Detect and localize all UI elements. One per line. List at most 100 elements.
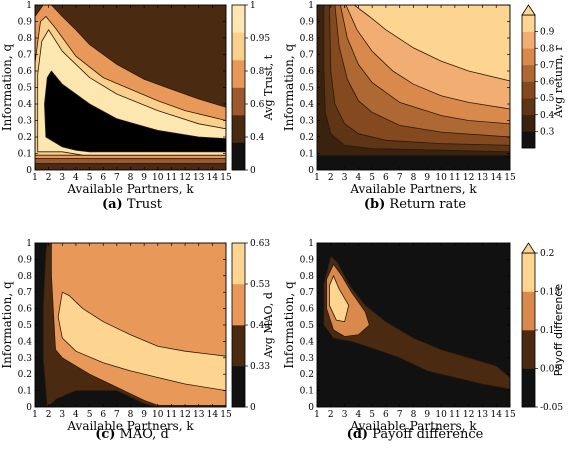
colorbar: 0.3 0.4 0.5 0.6 0.7 0.8 0.9 Avg return, r xyxy=(521,4,565,149)
colorbar-tick-label: 0.1 xyxy=(540,326,554,336)
x-tick-label: 7 xyxy=(114,410,120,420)
x-tick-label: 8 xyxy=(411,410,417,420)
x-tick-label: 6 xyxy=(100,410,106,420)
x-tick-label: 6 xyxy=(100,173,106,183)
x-tick-label: 11 xyxy=(166,410,177,420)
colorbar-tick-label: 0.15 xyxy=(540,288,560,298)
x-tick-label: 4 xyxy=(73,410,79,420)
colorbar-band xyxy=(232,325,245,367)
panel-caption: (c) MAO, d xyxy=(95,427,169,442)
y-tick-label: 0.3 xyxy=(18,354,33,364)
x-tick-label: 15 xyxy=(504,410,516,420)
x-tick-label: 7 xyxy=(114,173,120,183)
colorbar-band xyxy=(232,32,245,61)
x-tick-label: 15 xyxy=(220,173,232,183)
contour-band-7 xyxy=(353,5,510,82)
y-tick-label: 1 xyxy=(308,1,314,11)
contour-region xyxy=(35,243,226,407)
x-axis-label: Available Partners, k xyxy=(349,182,477,196)
colorbar-tick-label: 0.8 xyxy=(250,67,265,77)
panel-caption: (a) Trust xyxy=(102,197,162,212)
x-tick-label: 4 xyxy=(355,410,361,420)
x-tick-label: 12 xyxy=(463,410,474,420)
y-tick-label: 1 xyxy=(26,239,32,249)
colorbar-tick-label: 0.95 xyxy=(250,34,270,44)
y-tick-label: 0.4 xyxy=(18,337,33,347)
colorbar-tick-label: 0.05 xyxy=(540,365,560,375)
colorbar-tick-label: 0.53 xyxy=(250,280,270,290)
contour-region xyxy=(317,243,510,407)
y-tick-label: 1 xyxy=(26,1,32,11)
colorbar-label: Avg MAO, d xyxy=(262,292,275,359)
x-tick-label: 13 xyxy=(477,173,489,183)
panel-caption: (d) Payoff difference xyxy=(347,427,484,442)
colorbar-tick-label: 0.2 xyxy=(540,249,554,259)
caption-text: Payoff difference xyxy=(368,427,484,442)
x-tick-label: 14 xyxy=(207,410,219,420)
x-tick-label: 1 xyxy=(32,410,38,420)
y-tick-label: 0.7 xyxy=(18,288,33,298)
colorbar-extend-arrow xyxy=(521,242,536,254)
x-tick-label: 7 xyxy=(397,173,403,183)
y-tick-label: 0 xyxy=(308,166,314,176)
x-tick-label: 14 xyxy=(490,173,502,183)
x-tick-label: 3 xyxy=(342,410,348,420)
y-tick-label: 0.4 xyxy=(18,100,33,110)
colorbar-band xyxy=(522,368,535,408)
colorbar-band xyxy=(232,87,245,116)
y-tick-label: 0.2 xyxy=(300,370,314,380)
x-tick-label: 8 xyxy=(128,173,134,183)
x-tick-label: 13 xyxy=(477,410,489,420)
x-tick-label: 2 xyxy=(46,410,52,420)
panel-2: 1 2 3 4 5 6 7 8 9 10 11 12 13 14 1500.10.20.30.40.50.6… xyxy=(282,1,565,196)
colorbar-tick-label: 0.63 xyxy=(250,239,270,249)
x-tick-label: 11 xyxy=(449,173,460,183)
y-tick-label: 0.5 xyxy=(18,321,33,331)
x-tick-label: 11 xyxy=(449,410,460,420)
x-tick-label: 5 xyxy=(369,173,375,183)
y-tick-label: 0.7 xyxy=(18,51,33,61)
x-tick-label: 9 xyxy=(424,173,430,183)
caption-letter: (b) xyxy=(363,197,386,212)
colorbar-band xyxy=(522,98,535,116)
colorbar-band xyxy=(232,5,245,33)
y-tick-label: 0.9 xyxy=(18,18,33,28)
colorbar-band xyxy=(232,284,245,326)
x-tick-label: 10 xyxy=(152,410,164,420)
y-tick-label: 0.4 xyxy=(300,337,315,347)
contour-region xyxy=(317,5,510,170)
y-tick-label: 0.7 xyxy=(300,288,315,298)
colorbar-tick-label: 0.4 xyxy=(250,133,265,143)
panel-caption: (b) Return rate xyxy=(364,197,466,212)
y-tick-label: 0.7 xyxy=(300,51,315,61)
y-tick-label: 0.9 xyxy=(18,255,33,265)
y-tick-label: 0 xyxy=(26,166,32,176)
y-axis-label: Information, q xyxy=(0,281,14,369)
y-tick-label: 0.2 xyxy=(18,133,32,143)
colorbar-band xyxy=(232,60,245,88)
x-tick-label: 2 xyxy=(46,173,52,183)
x-tick-label: 14 xyxy=(207,173,219,183)
x-tick-label: 6 xyxy=(383,410,389,420)
contour-band-3 xyxy=(328,274,350,323)
colorbar-tick-label: 0 xyxy=(250,166,256,176)
x-tick-label: 8 xyxy=(411,173,417,183)
x-axis-label: Available Partners, k xyxy=(349,419,477,433)
caption-text: Trust xyxy=(122,197,163,212)
colorbar-band xyxy=(522,15,535,32)
colorbar-label: Avg return, r xyxy=(552,45,565,119)
y-tick-label: 0.8 xyxy=(18,272,33,282)
y-tick-label: 0.1 xyxy=(300,387,314,397)
y-tick-label: 0.9 xyxy=(300,18,315,28)
y-tick-label: 0.1 xyxy=(18,387,32,397)
colorbar-band xyxy=(522,81,535,99)
y-tick-label: 0.5 xyxy=(300,84,315,94)
x-tick-label: 1 xyxy=(314,173,320,183)
colorbar-tick-label: 0.43 xyxy=(250,321,270,331)
colorbar-tick-label: 0.6 xyxy=(540,78,555,88)
y-tick-label: 0.6 xyxy=(300,305,315,315)
x-tick-label: 5 xyxy=(369,410,375,420)
x-tick-label: 10 xyxy=(152,173,164,183)
x-tick-label: 3 xyxy=(59,173,65,183)
